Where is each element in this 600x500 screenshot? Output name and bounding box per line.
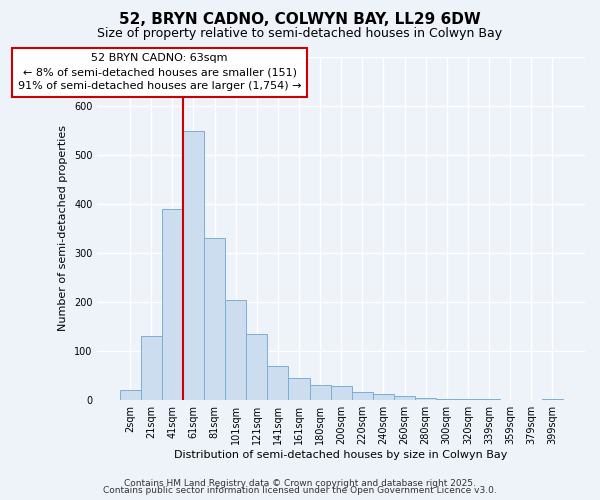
- Bar: [204, 238, 225, 400]
- Text: Contains public sector information licensed under the Open Government Licence v3: Contains public sector information licen…: [103, 486, 497, 495]
- Y-axis label: Number of semi-detached properties: Number of semi-detached properties: [58, 126, 68, 332]
- Bar: [140, 336, 162, 400]
- Bar: [331, 386, 352, 400]
- Bar: [542, 398, 563, 400]
- Text: Contains HM Land Registry data © Crown copyright and database right 2025.: Contains HM Land Registry data © Crown c…: [124, 478, 476, 488]
- Bar: [436, 398, 457, 400]
- Bar: [162, 208, 183, 400]
- Text: Size of property relative to semi-detached houses in Colwyn Bay: Size of property relative to semi-detach…: [97, 28, 503, 40]
- Bar: [310, 386, 331, 400]
- X-axis label: Distribution of semi-detached houses by size in Colwyn Bay: Distribution of semi-detached houses by …: [175, 450, 508, 460]
- Bar: [457, 399, 478, 400]
- Text: 52, BRYN CADNO, COLWYN BAY, LL29 6DW: 52, BRYN CADNO, COLWYN BAY, LL29 6DW: [119, 12, 481, 28]
- Bar: [394, 396, 415, 400]
- Text: 52 BRYN CADNO: 63sqm
← 8% of semi-detached houses are smaller (151)
91% of semi-: 52 BRYN CADNO: 63sqm ← 8% of semi-detach…: [18, 53, 301, 91]
- Bar: [119, 390, 140, 400]
- Bar: [246, 334, 267, 400]
- Bar: [373, 394, 394, 400]
- Bar: [415, 398, 436, 400]
- Bar: [352, 392, 373, 400]
- Bar: [225, 300, 246, 400]
- Bar: [183, 131, 204, 400]
- Bar: [478, 399, 500, 400]
- Bar: [267, 366, 289, 400]
- Bar: [289, 378, 310, 400]
